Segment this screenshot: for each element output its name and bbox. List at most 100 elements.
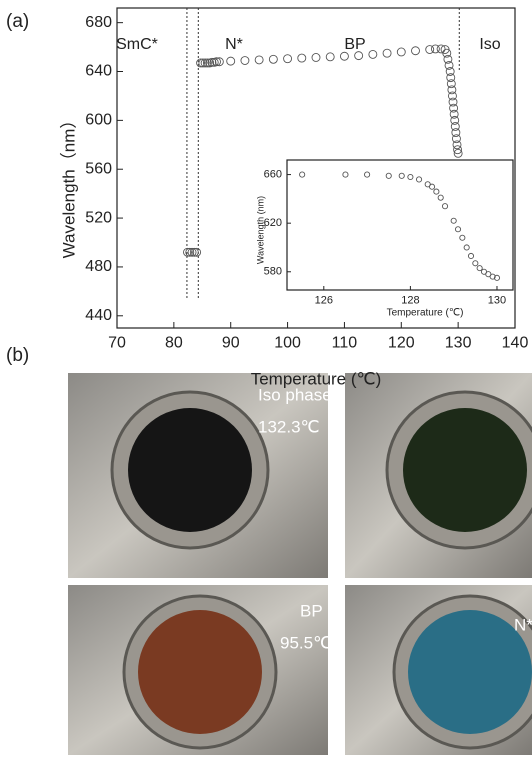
data-point — [437, 194, 444, 201]
data-point — [354, 51, 364, 61]
data-point — [425, 45, 435, 54]
data-point — [467, 252, 475, 260]
x-tick-label: 130 — [445, 334, 472, 351]
data-point — [454, 226, 462, 233]
data-point — [297, 53, 307, 63]
data-point — [283, 54, 293, 64]
data-point — [447, 85, 457, 95]
data-point — [268, 54, 278, 64]
data-point — [453, 148, 463, 158]
y-tick-label: 520 — [85, 209, 112, 226]
data-point — [368, 49, 378, 59]
data-point — [398, 172, 405, 179]
data-point — [463, 244, 470, 251]
data-point — [453, 145, 463, 155]
y-tick-label: 620 — [264, 217, 282, 229]
y-axis-label: Wavelength（nm） — [59, 112, 78, 259]
data-point — [187, 247, 197, 257]
x-axis-label: Temperature (℃) — [251, 369, 382, 388]
data-point — [448, 97, 458, 107]
y-tick-label: 640 — [85, 63, 112, 80]
data-point — [364, 171, 371, 178]
data-point — [450, 122, 460, 131]
y-tick-label: 680 — [85, 14, 112, 31]
data-point — [451, 134, 461, 144]
photo-caption: N* — [514, 615, 532, 634]
photo-temperature: 132.3℃ — [258, 417, 320, 436]
x-tick-label: 90 — [222, 334, 240, 351]
y-axis-label: Wavelength (nm) — [255, 196, 265, 264]
data-point — [428, 183, 436, 190]
data-point — [226, 56, 236, 66]
data-point — [450, 217, 457, 224]
data-point — [339, 51, 349, 61]
y-tick-label: 580 — [264, 266, 282, 278]
data-point — [198, 58, 208, 68]
data-point — [489, 273, 496, 280]
data-point — [183, 247, 192, 257]
phase-label: N* — [225, 36, 243, 53]
data-point — [196, 58, 206, 68]
data-point — [452, 140, 462, 150]
data-point — [411, 46, 420, 56]
data-point — [254, 55, 264, 65]
data-point — [192, 247, 202, 257]
sample — [128, 408, 252, 532]
phase-label: BP — [344, 36, 365, 53]
sample — [138, 610, 262, 734]
data-point — [436, 44, 446, 54]
y-tick-label: 600 — [85, 112, 112, 129]
y-tick-label: 560 — [85, 160, 112, 177]
data-point — [415, 176, 423, 183]
photos: Iso phase 132.3℃ BP 95.5℃ N* — [68, 373, 532, 755]
data-point — [445, 67, 455, 76]
data-point — [493, 274, 501, 281]
data-point — [433, 188, 440, 195]
data-point — [446, 79, 456, 89]
photo-caption: Iso phase — [258, 385, 332, 404]
x-tick-label: 130 — [488, 294, 506, 306]
data-point — [185, 247, 195, 257]
x-tick-label: 128 — [401, 294, 419, 306]
data-point — [396, 47, 406, 57]
data-point — [450, 115, 460, 125]
photo-caption: BP — [300, 601, 323, 620]
y-tick-label: 440 — [85, 307, 112, 324]
x-tick-label: 110 — [332, 334, 358, 351]
data-point — [214, 57, 224, 67]
x-tick-label: 70 — [108, 334, 126, 351]
data-point — [449, 109, 459, 119]
data-point — [442, 48, 452, 58]
x-tick-label: 80 — [165, 334, 183, 351]
data-point — [202, 58, 212, 68]
x-tick-label: 100 — [274, 334, 301, 351]
panel-label: (b) — [6, 345, 29, 366]
data-point — [444, 60, 454, 70]
x-axis-label: Temperature (℃) — [387, 308, 464, 319]
data-point — [430, 44, 440, 54]
x-tick-label: 140 — [502, 334, 529, 351]
data-point — [407, 173, 414, 181]
data-point — [446, 73, 456, 83]
panel-label: (a) — [6, 11, 29, 32]
data-point — [451, 128, 461, 138]
data-point — [385, 172, 392, 179]
sample — [403, 408, 527, 532]
data-point — [476, 265, 483, 272]
data-point — [200, 58, 210, 68]
x-tick-label: 120 — [388, 334, 415, 351]
y-tick-label: 480 — [85, 258, 112, 275]
data-point — [311, 53, 321, 62]
data-point — [189, 247, 199, 257]
data-point — [382, 48, 392, 58]
x-tick-label: 126 — [315, 294, 333, 306]
data-point — [207, 57, 217, 67]
y-tick-label: 660 — [264, 168, 282, 180]
data-point — [443, 54, 453, 64]
inset-frame — [286, 159, 514, 291]
data-point — [448, 91, 457, 101]
photo-temperature: 95.5℃ — [280, 633, 332, 652]
data-point — [441, 203, 449, 210]
phase-label: SmC* — [116, 36, 158, 53]
